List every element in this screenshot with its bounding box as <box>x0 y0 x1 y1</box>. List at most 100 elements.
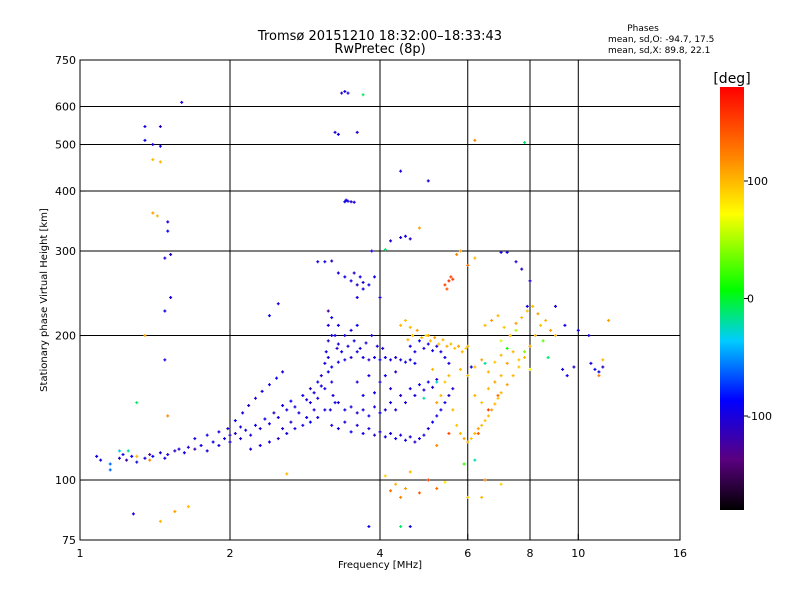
data-point <box>408 435 412 439</box>
data-point <box>505 383 509 387</box>
data-point <box>525 304 529 308</box>
data-point <box>267 383 271 387</box>
data-point <box>520 267 524 271</box>
data-point <box>355 283 359 287</box>
data-point <box>233 432 237 436</box>
data-point <box>399 169 403 173</box>
data-point <box>403 360 407 364</box>
data-point <box>355 411 359 415</box>
data-point <box>193 447 197 451</box>
data-point <box>451 387 455 391</box>
data-point <box>431 367 435 371</box>
data-point <box>431 349 435 353</box>
data-point <box>375 344 379 348</box>
data-point <box>263 417 267 421</box>
data-point <box>383 435 387 439</box>
data-point <box>455 423 459 427</box>
data-point <box>258 427 262 431</box>
data-point <box>135 401 139 405</box>
data-point <box>166 220 170 224</box>
data-point <box>389 489 393 493</box>
data-point <box>336 271 340 275</box>
data-point <box>435 344 439 348</box>
data-point <box>561 367 565 371</box>
data-point <box>343 420 347 424</box>
data-point <box>275 376 279 380</box>
data-point <box>272 411 276 415</box>
data-point <box>373 405 377 409</box>
data-point <box>399 394 403 398</box>
data-point <box>493 360 497 364</box>
y-tick-label: 500 <box>55 139 76 152</box>
data-point <box>239 437 243 441</box>
data-point <box>445 287 449 291</box>
x-tick-label: 8 <box>527 547 534 560</box>
data-point <box>544 318 548 322</box>
data-point <box>241 411 245 415</box>
data-point <box>399 358 403 362</box>
data-point <box>367 358 371 362</box>
data-point <box>462 462 466 466</box>
data-point <box>166 453 170 457</box>
data-point <box>511 350 515 354</box>
data-point <box>403 487 407 491</box>
data-point <box>458 432 462 436</box>
data-point <box>453 346 457 350</box>
data-point <box>523 355 527 359</box>
data-point <box>143 334 147 338</box>
data-point <box>399 525 403 529</box>
y-tick-label: 200 <box>55 330 76 343</box>
data-point <box>253 396 257 400</box>
data-point <box>330 380 334 384</box>
data-point <box>373 391 377 395</box>
data-point <box>367 427 371 431</box>
data-point <box>486 370 490 374</box>
data-point <box>531 304 535 308</box>
data-point <box>408 325 412 329</box>
data-point <box>439 408 443 412</box>
data-point <box>163 256 167 260</box>
data-point <box>108 468 112 472</box>
data-point <box>426 478 430 482</box>
data-point <box>435 444 439 448</box>
data-point <box>389 401 393 405</box>
data-point <box>333 334 337 338</box>
data-point <box>439 394 443 398</box>
data-point <box>422 396 426 400</box>
colorbar-tick-label: -100 <box>747 410 772 423</box>
y-tick-label: 750 <box>55 54 76 67</box>
data-point <box>293 427 297 431</box>
data-point <box>367 414 371 418</box>
data-point <box>466 440 470 444</box>
data-point <box>361 355 365 359</box>
data-point <box>151 158 155 162</box>
data-point <box>417 383 421 387</box>
data-point <box>496 394 500 398</box>
data-point <box>417 339 421 343</box>
data-point <box>435 380 439 384</box>
data-point <box>361 93 365 97</box>
data-point <box>466 263 470 267</box>
data-point <box>336 323 340 327</box>
data-point <box>285 432 289 436</box>
y-tick-label: 75 <box>62 534 76 547</box>
data-point <box>528 367 532 371</box>
data-point <box>373 355 377 359</box>
data-point <box>312 391 316 395</box>
data-point <box>572 365 576 369</box>
data-point <box>451 408 455 412</box>
data-point <box>169 253 173 257</box>
colorbar-ticks: 100 0 -100 <box>744 175 772 423</box>
data-point <box>517 365 521 369</box>
data-point <box>408 358 412 362</box>
data-point <box>155 214 159 218</box>
data-point <box>499 391 503 395</box>
data-point <box>505 250 509 254</box>
data-point <box>413 361 417 365</box>
data-points <box>95 89 611 529</box>
data-point <box>349 279 353 283</box>
colorbar-label: [deg] <box>713 71 750 87</box>
data-point <box>260 389 264 393</box>
data-point <box>601 358 605 362</box>
